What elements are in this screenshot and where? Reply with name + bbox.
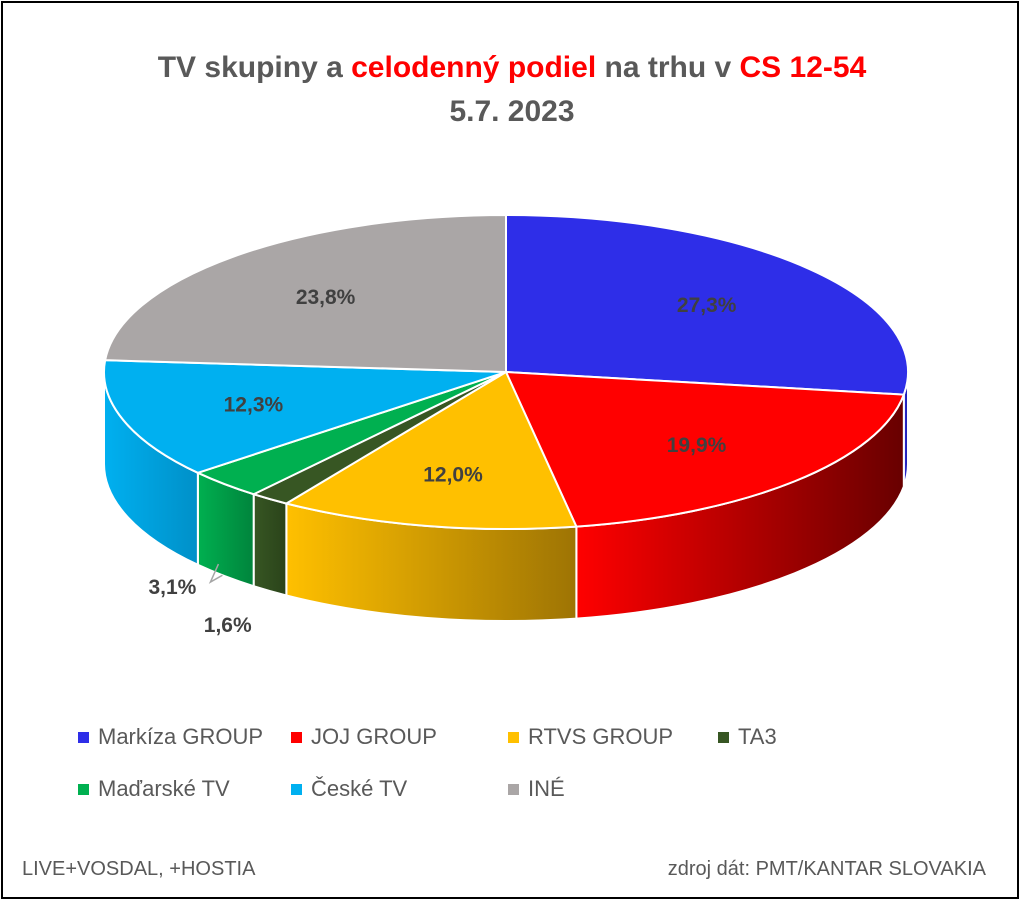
slice-ceske-tv[interactable] — [103, 359, 507, 474]
slice-markiza-group[interactable] — [505, 213, 909, 396]
title-part-1: TV skupiny a — [157, 51, 352, 84]
legend-item-ceske-tv: České TV — [291, 776, 407, 802]
title-highlight-1: celodenný podiel — [351, 51, 597, 84]
title-highlight-2: CS 12-54 — [739, 51, 867, 84]
legend-item-joj-group: JOJ GROUP — [291, 724, 437, 750]
data-label-joj-group: 19,9% — [667, 434, 727, 457]
data-labels: 27,3% 19,9% 12,0% 1,6% 3,1% 12,3% 23,8% — [148, 286, 736, 637]
legend-label: JOJ GROUP — [311, 724, 437, 749]
data-label-madarske-tv: 3,1% — [148, 576, 196, 599]
side-ta3 — [252, 492, 288, 597]
legend-label: Markíza GROUP — [98, 724, 264, 749]
chart-title: TV skupiny a celodenný podiel na trhu v … — [0, 46, 1024, 134]
legend-label: INÉ — [528, 776, 565, 801]
data-label-rtvs-group: 12,0% — [423, 464, 483, 487]
chart-legend: Markíza GROUP JOJ GROUP RTVS GROUP TA3 Maďar… — [78, 724, 778, 824]
data-label-ceske-tv: 12,3% — [224, 394, 284, 417]
legend-swatch — [508, 783, 519, 795]
legend-swatch — [291, 731, 302, 743]
data-source: zdroj dát: PMT/KANTAR SLOVAKIA — [667, 858, 986, 880]
legend-item-rtvs-group: RTVS GROUP — [508, 724, 673, 750]
data-label-markiza-group: 27,3% — [677, 294, 737, 317]
slice-joj-group[interactable] — [504, 370, 906, 528]
title-part-3: na trhu v — [596, 51, 740, 84]
title-line-2: 5.7. 2023 — [449, 95, 575, 128]
slice-rtvs-group[interactable] — [283, 370, 578, 530]
legend-label: RTVS GROUP — [528, 724, 674, 749]
pie-slices — [103, 213, 909, 530]
data-label-ine: 23,8% — [296, 286, 356, 309]
legend-label: České TV — [311, 776, 408, 801]
legend-swatch — [508, 731, 519, 743]
legend-swatch — [78, 783, 89, 795]
legend-item-madarske-tv: Maďarské TV — [78, 776, 230, 802]
legend-label: TA3 — [738, 724, 777, 749]
legend-swatch — [78, 731, 89, 743]
legend-item-ine: INÉ — [508, 776, 565, 802]
legend-label: Maďarské TV — [98, 776, 230, 801]
legend-swatch — [718, 731, 729, 743]
slice-ine[interactable] — [103, 213, 507, 374]
legend-item-ta3: TA3 — [718, 724, 777, 750]
data-label-ta3: 1,6% — [204, 614, 252, 637]
legend-item-markiza-group: Markíza GROUP — [78, 724, 263, 750]
leader-line — [208, 563, 223, 584]
legend-swatch — [291, 783, 302, 795]
title-line-1: TV skupiny a celodenný podiel na trhu v … — [0, 46, 1024, 90]
footer-note: LIVE+VOSDAL, +HOSTIA — [22, 858, 256, 880]
